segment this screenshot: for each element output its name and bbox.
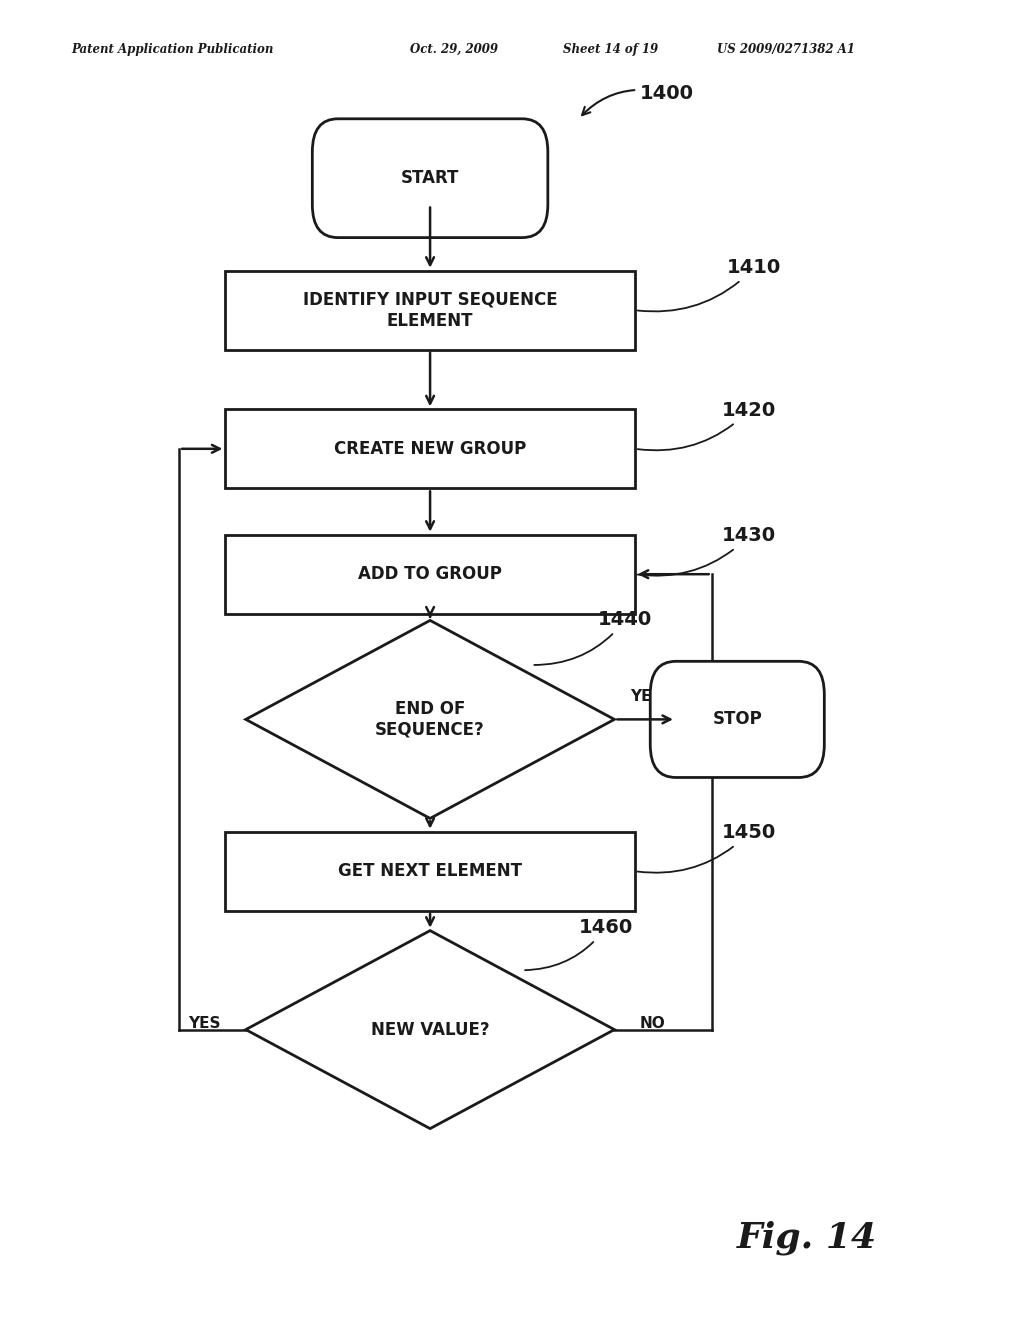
Text: CREATE NEW GROUP: CREATE NEW GROUP [334, 440, 526, 458]
Text: 1400: 1400 [582, 84, 694, 115]
Polygon shape [246, 931, 614, 1129]
Text: ADD TO GROUP: ADD TO GROUP [358, 565, 502, 583]
Text: STOP: STOP [713, 710, 762, 729]
Text: END OF
SEQUENCE?: END OF SEQUENCE? [375, 700, 485, 739]
Text: US 2009/0271382 A1: US 2009/0271382 A1 [717, 42, 855, 55]
FancyBboxPatch shape [650, 661, 824, 777]
Bar [225, 409, 635, 488]
Text: NO: NO [445, 842, 471, 857]
Bar [225, 271, 635, 350]
Text: 1430: 1430 [638, 527, 776, 576]
FancyBboxPatch shape [312, 119, 548, 238]
Text: Fig. 14: Fig. 14 [737, 1221, 878, 1255]
Text: NEW VALUE?: NEW VALUE? [371, 1020, 489, 1039]
Text: IDENTIFY INPUT SEQUENCE
ELEMENT: IDENTIFY INPUT SEQUENCE ELEMENT [303, 290, 557, 330]
Text: YES: YES [187, 1015, 220, 1031]
Text: 1410: 1410 [638, 259, 781, 312]
Bar [225, 535, 635, 614]
Text: NO: NO [640, 1015, 666, 1031]
Polygon shape [246, 620, 614, 818]
Text: 1420: 1420 [638, 401, 776, 450]
Text: 1440: 1440 [535, 610, 652, 665]
Text: Sheet 14 of 19: Sheet 14 of 19 [563, 42, 658, 55]
Text: YES: YES [630, 689, 663, 704]
Text: GET NEXT ELEMENT: GET NEXT ELEMENT [338, 862, 522, 880]
Text: START: START [400, 169, 460, 187]
Bar [225, 832, 635, 911]
Text: 1450: 1450 [638, 824, 776, 873]
Text: Patent Application Publication: Patent Application Publication [72, 42, 274, 55]
Text: Oct. 29, 2009: Oct. 29, 2009 [410, 42, 498, 55]
Text: 1460: 1460 [525, 919, 633, 970]
